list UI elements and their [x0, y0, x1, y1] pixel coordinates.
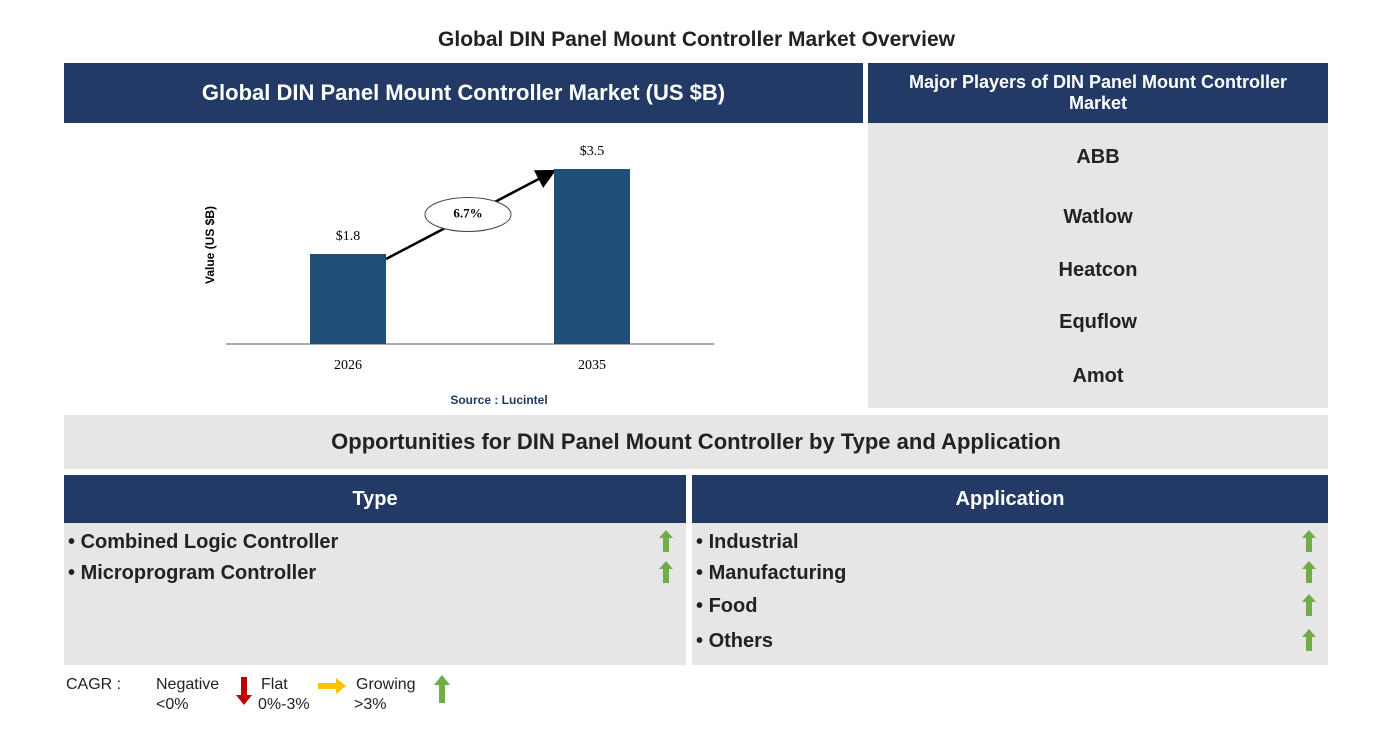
source: Source : Lucintel — [450, 393, 547, 407]
item-text: Microprogram Controller — [80, 562, 317, 584]
player: ABB — [1076, 146, 1120, 168]
legend-label: CAGR : — [66, 676, 122, 693]
growth-arrow — [1302, 594, 1316, 616]
legend-negative-range: <0% — [156, 696, 189, 713]
player: Amot — [1072, 365, 1124, 387]
application-panel — [692, 523, 1328, 665]
item-text: Combined Logic Controller — [80, 531, 339, 553]
type-title: Type — [64, 475, 686, 523]
legend-flat: Flat — [261, 676, 288, 693]
legend-negative: Negative — [156, 676, 220, 693]
item-text: Manufacturing — [708, 562, 847, 584]
application-item: • Others — [696, 630, 774, 652]
growth-arrow — [1302, 629, 1316, 651]
arrow-shape — [659, 530, 673, 552]
arrow-shape — [1302, 561, 1316, 583]
arrow-shape — [1302, 629, 1316, 651]
bar — [554, 169, 630, 344]
item-text: Industrial — [708, 531, 799, 553]
application-title: Application — [692, 475, 1328, 523]
chart: Value (US $B) 6.7% Source : Lucintel $1.… — [203, 144, 714, 407]
cagr-bubble — [424, 197, 512, 232]
red-arrow — [236, 677, 252, 705]
x-tick-label: 2035 — [578, 358, 606, 373]
bar — [310, 254, 386, 344]
value-label: $3.5 — [580, 144, 605, 159]
value-label: $1.8 — [336, 229, 361, 244]
legend-growing: Growing — [356, 676, 416, 693]
legend-flat-range: 0%-3% — [258, 696, 310, 713]
y-axis-label: Value (US $B) — [203, 206, 217, 284]
green-arrow — [434, 675, 450, 703]
type-panel — [64, 523, 686, 665]
player: Heatcon — [1058, 259, 1138, 281]
growth-arrow — [1302, 561, 1316, 583]
growth-arrow — [659, 561, 673, 583]
arrow-shape — [1302, 530, 1316, 552]
growth-arrow — [659, 530, 673, 552]
players-title: Major Players of DIN Panel Mount Control… — [868, 63, 1328, 123]
players-panel — [868, 123, 1328, 408]
application-item: • Manufacturing — [696, 562, 847, 584]
item-text: Food — [708, 595, 758, 617]
x-tick-label: 2026 — [334, 358, 362, 373]
opportunities-title: Opportunities for DIN Panel Mount Contro… — [64, 415, 1328, 469]
arrow-shape — [1302, 594, 1316, 616]
growth-arrow — [1302, 530, 1316, 552]
arrow-shape — [659, 561, 673, 583]
type-item: • Combined Logic Controller — [68, 531, 339, 553]
page-title: Global DIN Panel Mount Controller Market… — [438, 28, 955, 51]
player: Equflow — [1059, 311, 1137, 333]
legend-growing-range: >3% — [354, 696, 387, 713]
application-item: • Food — [696, 595, 758, 617]
cagr-label: 6.7% — [453, 205, 482, 220]
application-item: • Industrial — [696, 531, 799, 553]
type-item: • Microprogram Controller — [68, 562, 317, 584]
player: Watlow — [1063, 206, 1133, 228]
chart-title: Global DIN Panel Mount Controller Market… — [64, 63, 863, 123]
yellow-arrow — [318, 678, 346, 694]
item-text: Others — [708, 630, 774, 652]
